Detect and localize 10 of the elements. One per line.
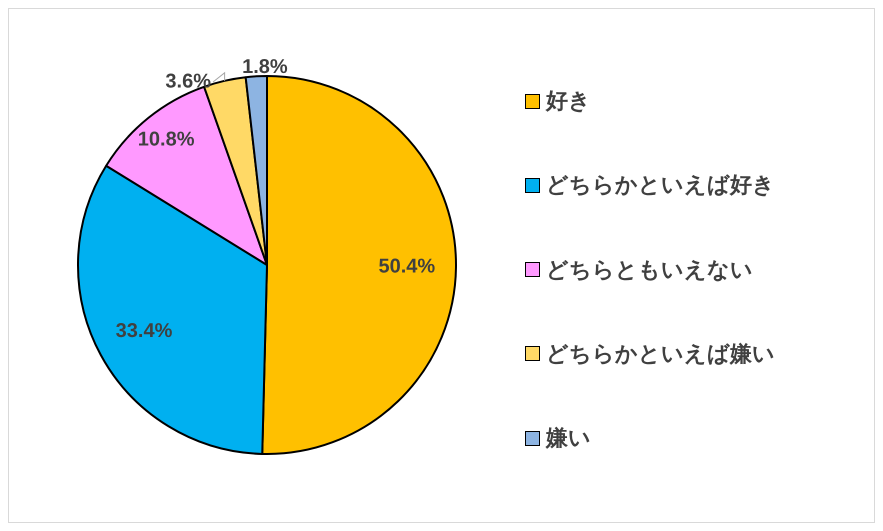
data-label: 50.4%: [378, 255, 436, 278]
data-label: 1.8%: [242, 56, 288, 78]
data-label: 33.4%: [116, 320, 173, 342]
legend-label: どちらともいえない: [546, 256, 753, 284]
data-label: 10.8%: [138, 128, 195, 150]
legend-label: どちらかといえば嫌い: [546, 340, 775, 369]
legend-label: 好き: [546, 88, 591, 116]
legend-label: どちらかといえば好き: [546, 172, 775, 200]
legend-label: 嫌い: [546, 425, 591, 453]
data-label: 3.6%: [165, 70, 212, 93]
